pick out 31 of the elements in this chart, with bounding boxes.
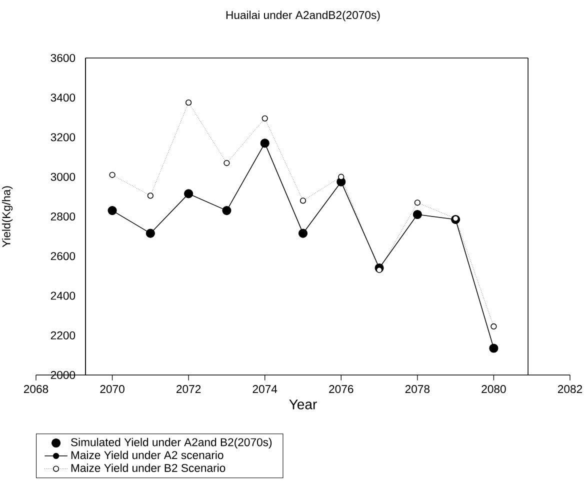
y-tick-label: 2800 bbox=[50, 212, 76, 221]
y-tick-label: 3400 bbox=[50, 94, 76, 102]
y-tick-label: 3000 bbox=[50, 172, 76, 181]
x-tick-label: 2070 bbox=[100, 385, 124, 394]
x-tick-label: 2078 bbox=[405, 385, 430, 394]
y-tick-label: 2600 bbox=[50, 252, 76, 260]
point bbox=[224, 160, 230, 166]
x-tick-label: 2076 bbox=[329, 385, 354, 394]
legend-label: Maize Yield under B2 Scenario bbox=[71, 464, 226, 472]
point bbox=[147, 192, 154, 199]
point bbox=[300, 198, 306, 204]
point bbox=[338, 174, 344, 180]
x-tick-label: 2082 bbox=[558, 385, 582, 394]
x-axis-title: Year bbox=[289, 400, 317, 410]
legend-label: Maize Yield under A2 scenario bbox=[71, 450, 224, 460]
chart-title: Huailai under A2andB2(2070s) bbox=[226, 10, 380, 22]
x-tick-label: 2068 bbox=[24, 385, 48, 394]
point bbox=[109, 172, 116, 178]
point bbox=[490, 323, 497, 330]
y-tick-label: 2400 bbox=[50, 292, 76, 300]
y-tick-label: 2200 bbox=[50, 331, 76, 340]
y-tick-label: 3600 bbox=[50, 54, 76, 62]
point bbox=[414, 200, 420, 206]
x-tick-label: 2074 bbox=[252, 385, 278, 394]
x-tick-label: 2072 bbox=[176, 385, 201, 394]
legend-label: Simulated Yield under A2and B2(2070s) bbox=[71, 438, 272, 448]
point bbox=[262, 115, 268, 122]
point bbox=[186, 100, 192, 106]
y-axis-title: Yield(Kg/ha) bbox=[2, 186, 13, 248]
y-tick-label: 3200 bbox=[50, 133, 76, 142]
x-tick-label: 2080 bbox=[482, 385, 506, 394]
